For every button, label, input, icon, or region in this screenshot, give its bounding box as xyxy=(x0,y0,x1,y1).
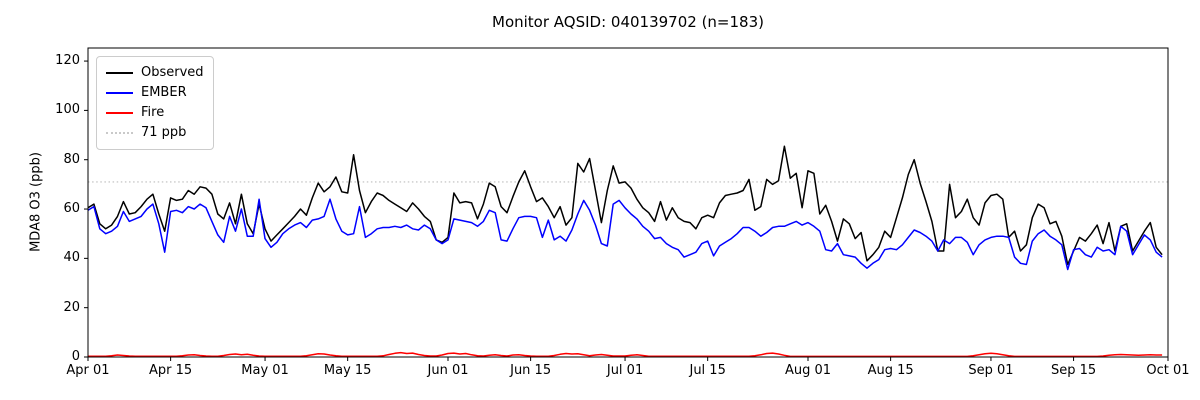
y-tick-label: 40 xyxy=(63,250,80,266)
x-tick-label: Jun 01 xyxy=(427,363,469,378)
y-tick-label: 120 xyxy=(55,53,80,69)
legend-label: Observed xyxy=(141,65,204,80)
legend-label: Fire xyxy=(141,105,165,120)
series-line-fire xyxy=(88,351,1163,358)
x-tick-label: Aug 15 xyxy=(867,363,914,378)
legend-item-fire: Fire xyxy=(106,103,203,123)
y-tick-label: 100 xyxy=(55,102,80,118)
series-line-ember xyxy=(87,198,1163,271)
threshold-line-sample xyxy=(106,132,133,134)
observed-line-sample xyxy=(106,72,133,74)
series-line-observed xyxy=(87,145,1163,266)
x-tick-label: Jul 01 xyxy=(606,363,644,378)
x-tick-label: May 01 xyxy=(241,363,289,378)
legend: Observed EMBER Fire 71 ppb xyxy=(96,56,214,150)
x-tick-label: Sep 01 xyxy=(968,363,1014,378)
legend-item-threshold: 71 ppb xyxy=(106,123,203,143)
x-tick-label: Apr 15 xyxy=(149,363,193,378)
x-tick-label: Sep 15 xyxy=(1050,363,1097,378)
x-tick-label: Jul 15 xyxy=(689,363,726,378)
ember-line-sample xyxy=(106,92,133,94)
x-tick-label: Oct 01 xyxy=(1146,363,1190,378)
x-tick-label: May 15 xyxy=(323,363,372,378)
x-tick-label: Aug 01 xyxy=(784,363,832,378)
chart-title: Monitor AQSID: 040139702 (n=183) xyxy=(492,13,764,31)
fire-line-sample xyxy=(106,112,133,114)
x-tick-label: Jun 15 xyxy=(510,363,552,378)
legend-item-observed: Observed xyxy=(106,63,204,83)
plot-frame xyxy=(87,47,1169,358)
y-tick-label: 80 xyxy=(63,151,80,167)
legend-item-ember: EMBER xyxy=(106,83,203,103)
x-tick-label: Apr 01 xyxy=(66,363,110,378)
y-tick-label: 0 xyxy=(71,349,80,364)
y-tick-label: 20 xyxy=(63,299,80,315)
legend-label: EMBER xyxy=(141,85,187,100)
y-tick-label: 60 xyxy=(63,201,80,217)
legend-label: 71 ppb xyxy=(141,125,187,140)
